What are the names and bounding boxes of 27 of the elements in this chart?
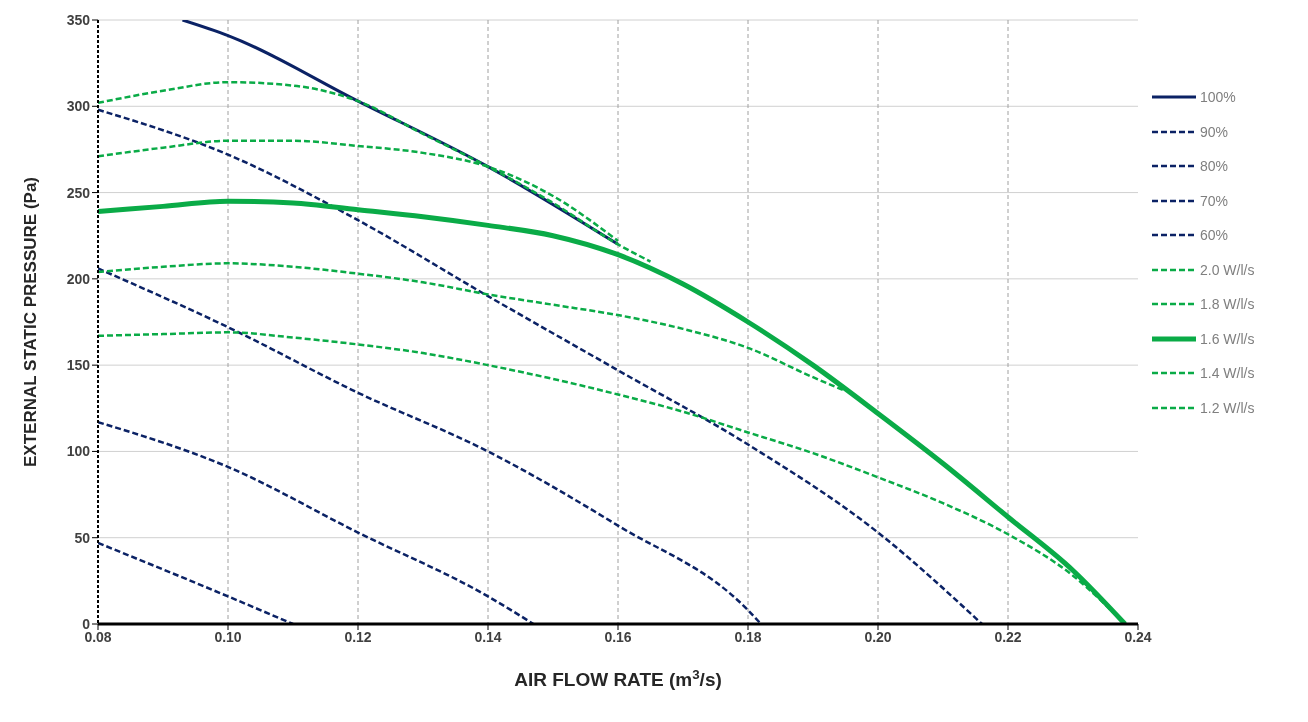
legend-label: 1.4 W/l/s bbox=[1200, 365, 1255, 382]
y-tick-label: 300 bbox=[66, 98, 91, 115]
y-tick-label: 200 bbox=[66, 270, 91, 287]
y-tick-label: 100 bbox=[66, 443, 91, 460]
legend-label: 100% bbox=[1200, 89, 1236, 106]
legend-label: 90% bbox=[1200, 123, 1229, 140]
x-tick-label: 0.22 bbox=[994, 628, 1022, 645]
y-tick-label: 350 bbox=[66, 11, 91, 28]
x-tick-label: 0.14 bbox=[474, 628, 502, 645]
x-tick-label: 0.24 bbox=[1124, 628, 1152, 645]
y-axis-title: EXTERNAL STATIC PRESSURE (Pa) bbox=[21, 177, 40, 467]
legend-label: 80% bbox=[1200, 158, 1229, 175]
legend-label: 1.6 W/l/s bbox=[1200, 330, 1255, 347]
x-axis-title: AIR FLOW RATE (m$^{3}$/s) bbox=[514, 666, 722, 690]
x-tick-label: 0.12 bbox=[344, 628, 372, 645]
y-tick-label: 250 bbox=[66, 184, 91, 201]
legend-label: 60% bbox=[1200, 227, 1229, 244]
legend-label: 70% bbox=[1200, 192, 1229, 209]
x-tick-label: 0.10 bbox=[214, 628, 242, 645]
y-tick-label: 50 bbox=[74, 529, 91, 546]
legend-label: 1.8 W/l/s bbox=[1200, 296, 1255, 313]
x-tick-label: 0.18 bbox=[734, 628, 762, 645]
legend-label: 2.0 W/l/s bbox=[1200, 261, 1255, 278]
legend-label: 1.2 W/l/s bbox=[1200, 399, 1255, 416]
x-tick-label: 0.20 bbox=[864, 628, 892, 645]
y-tick-label: 150 bbox=[66, 357, 91, 374]
x-tick-label: 0.16 bbox=[604, 628, 632, 645]
